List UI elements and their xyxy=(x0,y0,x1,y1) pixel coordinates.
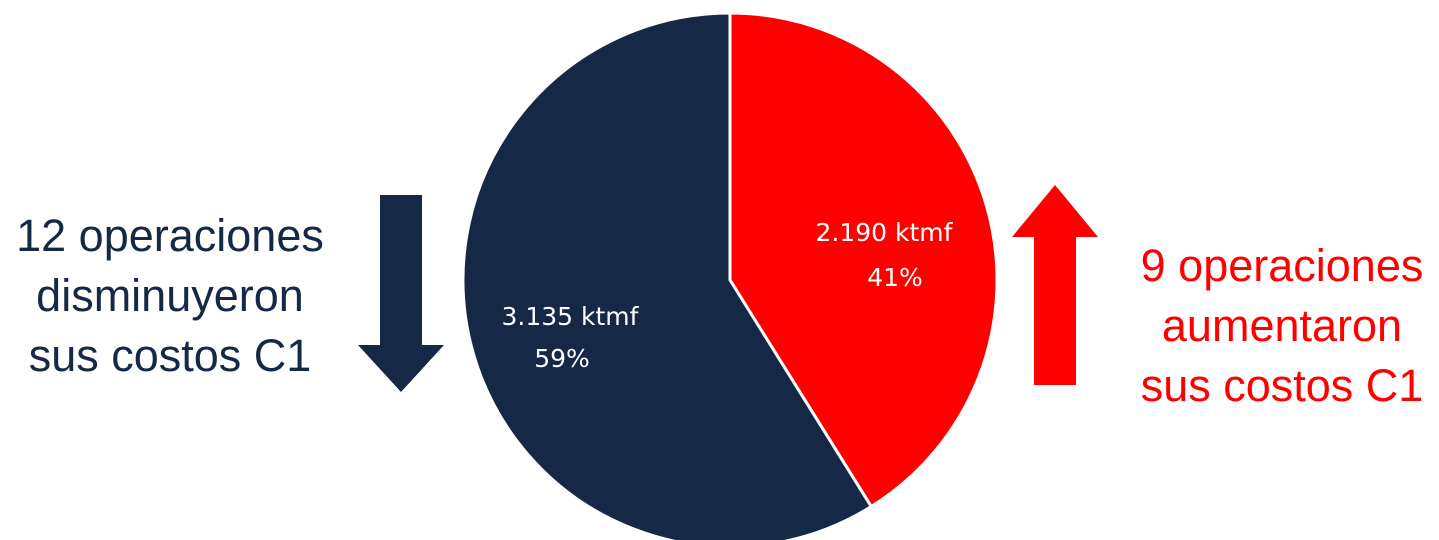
slice-value-label-1: 3.135 ktmf xyxy=(502,302,640,331)
increase-note: 9 operaciones aumentaron sus costos C1 xyxy=(1125,236,1439,416)
slice-value-label-2: 2.190 ktmf xyxy=(816,218,954,247)
increase-note-line-2: aumentaron xyxy=(1125,296,1439,356)
slice-percent-label-1: 59% xyxy=(534,344,590,373)
slice-percent-label-2: 41% xyxy=(867,263,923,292)
increase-note-line-3: sus costos C1 xyxy=(1125,356,1439,416)
increase-note-line-1: 9 operaciones xyxy=(1125,236,1439,296)
up-arrow-icon xyxy=(1012,185,1098,385)
